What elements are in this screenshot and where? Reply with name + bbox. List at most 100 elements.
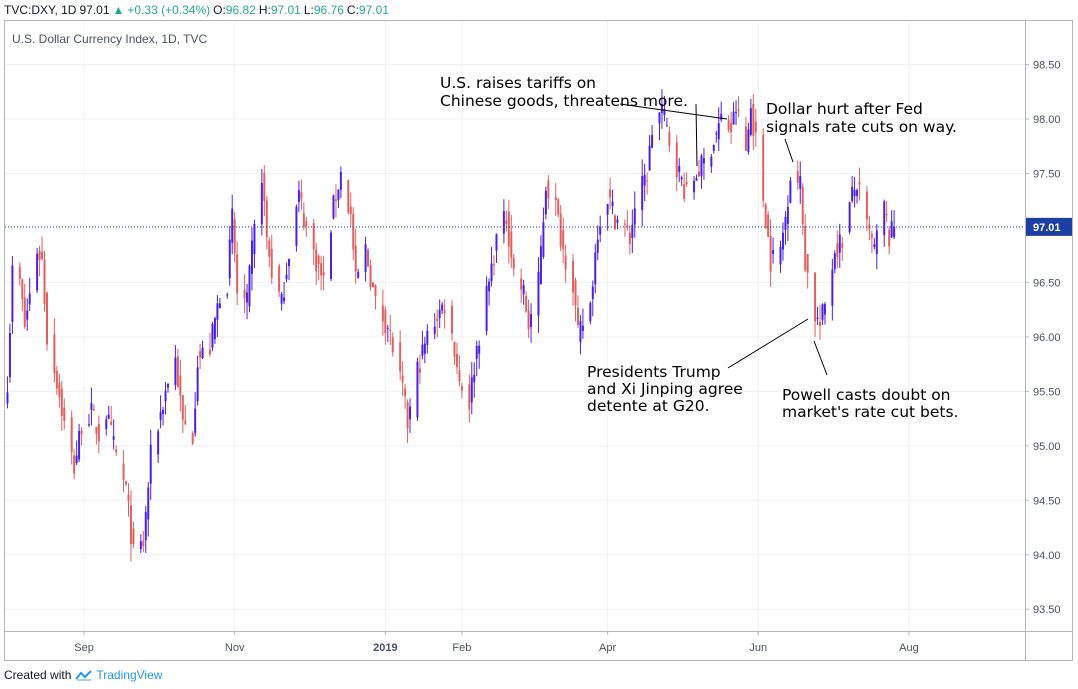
low-value: 96.76 xyxy=(313,3,344,17)
candle-up xyxy=(386,327,389,329)
candle-down xyxy=(179,375,182,396)
candle-down xyxy=(176,356,179,387)
candle-down xyxy=(97,423,100,442)
candle-down xyxy=(80,430,83,435)
candle-down xyxy=(460,386,463,391)
candle-up xyxy=(475,345,478,359)
candle-down xyxy=(184,420,187,425)
candle-down xyxy=(55,371,58,389)
candle-down xyxy=(322,271,325,276)
annotation-text: Chinese goods, threatens more. xyxy=(440,92,688,110)
y-tick-label: 93.50 xyxy=(1033,604,1061,616)
x-tick-label: Jun xyxy=(749,642,767,654)
annotation-text: market's rate cut bets. xyxy=(782,403,959,421)
candle-down xyxy=(527,310,530,330)
candle-up xyxy=(581,325,584,331)
candle-down xyxy=(63,407,66,421)
candle-up xyxy=(90,403,93,411)
candle-down xyxy=(349,206,352,214)
symbol-name: TVC:DXY, 1D xyxy=(4,3,77,17)
candle-down xyxy=(18,266,21,280)
x-tick-label: Feb xyxy=(452,642,471,654)
candle-up xyxy=(167,383,170,388)
candle-up xyxy=(285,274,288,280)
candle-up xyxy=(196,367,199,402)
candle-down xyxy=(404,388,407,397)
candle-up xyxy=(700,155,703,177)
high-value: 97.01 xyxy=(270,3,301,17)
candle-up xyxy=(490,263,493,282)
low-label: L: xyxy=(303,3,314,17)
candle-down xyxy=(623,223,626,225)
candle-down xyxy=(576,307,579,325)
candle-up xyxy=(478,345,481,354)
candle-down xyxy=(191,433,194,444)
candle-up xyxy=(339,172,342,190)
candle-down xyxy=(505,220,508,224)
candle-down xyxy=(675,142,678,178)
candle-down xyxy=(727,119,730,130)
candle-down xyxy=(418,368,421,373)
candle-up xyxy=(799,176,802,189)
candle-up xyxy=(194,408,197,434)
candle-up xyxy=(544,190,547,215)
candle-up xyxy=(786,206,789,225)
y-tick-label: 97.50 xyxy=(1033,169,1061,181)
candle-up xyxy=(485,285,488,332)
candle-down xyxy=(270,249,273,278)
candle-up xyxy=(250,240,253,274)
candle-up xyxy=(680,177,683,180)
x-tick-label: Apr xyxy=(599,642,616,654)
candle-down xyxy=(520,278,523,290)
annotation-text: Dollar hurt after Fed xyxy=(766,100,923,118)
candle-up xyxy=(441,304,444,311)
candle-up xyxy=(162,409,165,414)
candle-down xyxy=(401,375,404,383)
symbol-header: TVC:DXY, 1D 97.01 ▲ +0.33 (+0.34%) O: 96.… xyxy=(4,2,392,18)
candle-down xyxy=(43,259,46,305)
candle-up xyxy=(522,285,525,295)
candle-down xyxy=(451,305,454,334)
candle-down xyxy=(406,402,409,429)
candle-up xyxy=(539,246,542,284)
price-axis[interactable]: 93.5094.0094.5095.0095.5096.0096.5097.00… xyxy=(1025,60,1061,617)
candle-up xyxy=(631,224,634,239)
candle-up xyxy=(893,226,896,238)
candle-up xyxy=(139,541,142,549)
candle-up xyxy=(260,182,263,225)
candle-down xyxy=(142,540,145,547)
candle-down xyxy=(609,189,612,198)
candle-down xyxy=(841,243,844,248)
annotation-leader-line xyxy=(619,103,728,120)
candle-down xyxy=(574,280,577,306)
candle-up xyxy=(231,208,234,243)
candle-up xyxy=(875,230,878,255)
candle-up xyxy=(502,210,505,234)
annotation-text: detente at G20. xyxy=(587,397,710,415)
annotation-text: Powell casts doubt on xyxy=(782,386,951,404)
candle-down xyxy=(38,250,41,261)
candle-down xyxy=(347,180,350,213)
candle-up xyxy=(78,430,81,460)
candle-down xyxy=(369,265,372,288)
candle-up xyxy=(297,190,300,202)
candle-down xyxy=(562,230,565,250)
x-tick-label: Aug xyxy=(899,642,919,654)
candle-up xyxy=(144,511,147,541)
candle-down xyxy=(512,257,515,269)
candle-up xyxy=(594,252,597,285)
candle-down xyxy=(836,243,839,257)
tradingview-label: TradingView xyxy=(96,668,163,682)
candle-down xyxy=(371,282,374,288)
x-tick-label: Sep xyxy=(74,642,94,654)
tradingview-brand[interactable]: TradingView xyxy=(75,668,162,682)
candle-up xyxy=(426,330,429,345)
candle-up xyxy=(648,145,651,171)
candle-down xyxy=(367,249,370,267)
candle-up xyxy=(784,216,787,230)
candle-up xyxy=(283,297,286,302)
candle-down xyxy=(697,171,700,177)
time-axis[interactable]: Sep Nov 2019 Feb Apr Jun Aug xyxy=(74,631,919,654)
